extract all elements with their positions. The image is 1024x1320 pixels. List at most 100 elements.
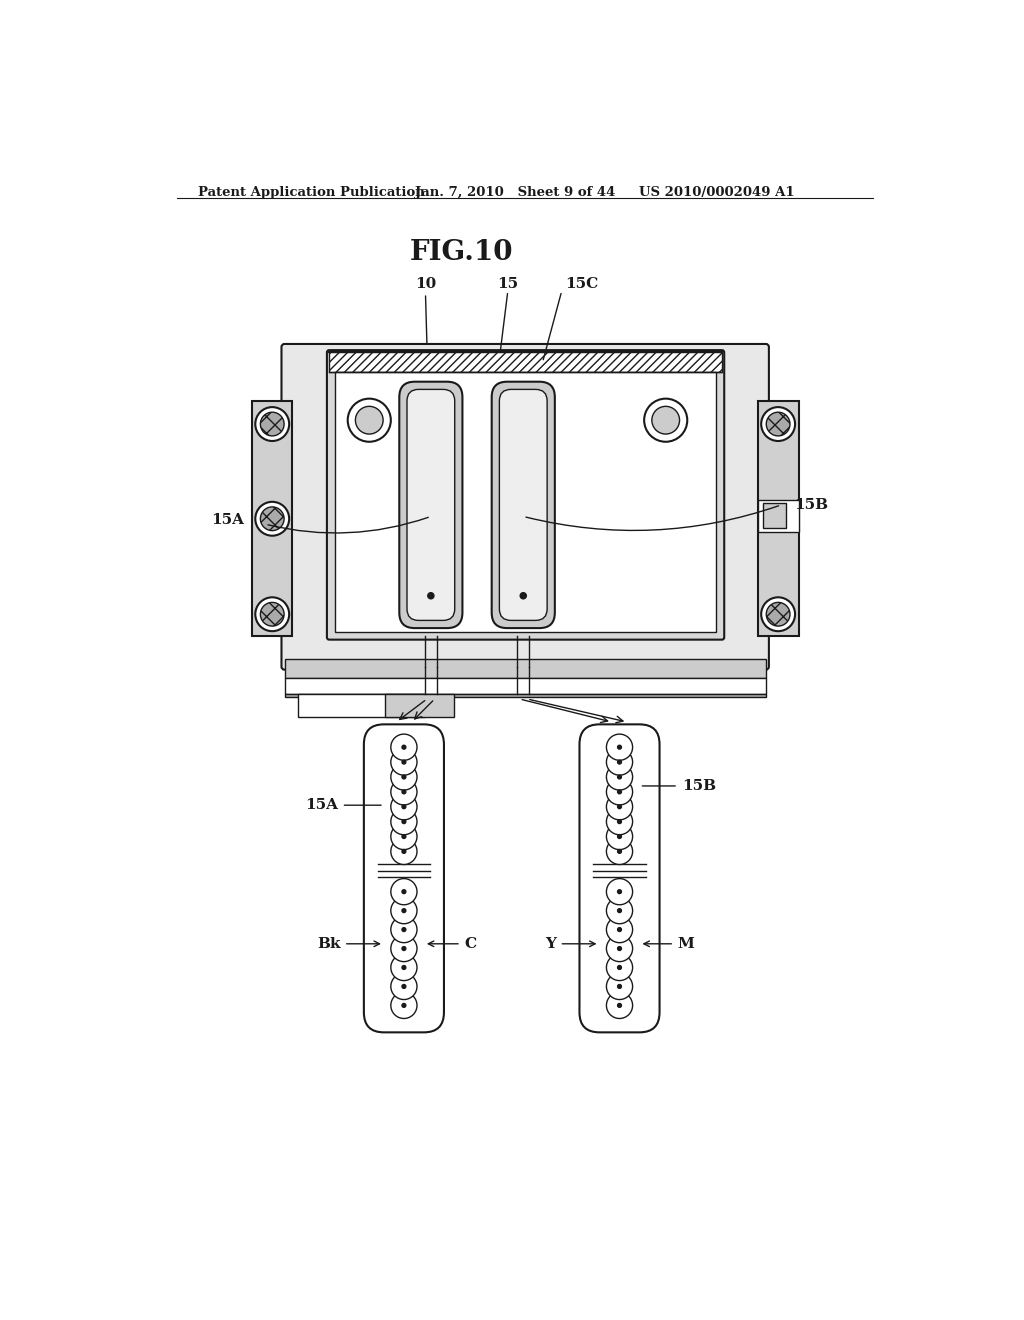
Circle shape	[260, 602, 284, 626]
Circle shape	[606, 824, 633, 850]
Circle shape	[391, 936, 417, 962]
Circle shape	[255, 407, 289, 441]
Circle shape	[606, 734, 633, 760]
Circle shape	[391, 734, 417, 760]
FancyBboxPatch shape	[327, 350, 724, 640]
Circle shape	[391, 779, 417, 805]
Circle shape	[348, 399, 391, 442]
Circle shape	[606, 879, 633, 904]
Circle shape	[402, 789, 406, 793]
Circle shape	[391, 748, 417, 775]
Text: Y: Y	[546, 937, 556, 950]
Circle shape	[606, 916, 633, 942]
Circle shape	[402, 965, 406, 969]
FancyBboxPatch shape	[580, 725, 659, 1032]
Circle shape	[402, 850, 406, 853]
Circle shape	[606, 793, 633, 820]
Circle shape	[402, 760, 406, 764]
FancyBboxPatch shape	[407, 389, 455, 620]
Text: M: M	[677, 937, 694, 950]
Circle shape	[402, 928, 406, 932]
Circle shape	[617, 908, 622, 912]
Text: FIG.10: FIG.10	[410, 239, 513, 267]
Circle shape	[255, 502, 289, 536]
Text: 10: 10	[415, 277, 436, 290]
Circle shape	[391, 793, 417, 820]
Circle shape	[606, 779, 633, 805]
Text: 15: 15	[498, 277, 518, 290]
Circle shape	[402, 805, 406, 809]
Circle shape	[606, 954, 633, 981]
Circle shape	[428, 593, 434, 599]
Circle shape	[617, 820, 622, 824]
Circle shape	[606, 809, 633, 834]
Circle shape	[402, 820, 406, 824]
Circle shape	[391, 809, 417, 834]
Circle shape	[617, 928, 622, 932]
Circle shape	[391, 993, 417, 1019]
Circle shape	[617, 985, 622, 989]
Circle shape	[617, 946, 622, 950]
Circle shape	[606, 764, 633, 791]
Circle shape	[606, 936, 633, 962]
Circle shape	[391, 916, 417, 942]
Circle shape	[617, 775, 622, 779]
Circle shape	[391, 973, 417, 999]
Circle shape	[391, 879, 417, 904]
Circle shape	[617, 746, 622, 750]
Circle shape	[617, 834, 622, 838]
Circle shape	[402, 746, 406, 750]
Circle shape	[617, 890, 622, 894]
Circle shape	[617, 850, 622, 853]
Text: 15A: 15A	[305, 799, 338, 812]
Circle shape	[617, 789, 622, 793]
Circle shape	[391, 954, 417, 981]
Circle shape	[606, 993, 633, 1019]
Circle shape	[520, 593, 526, 599]
Circle shape	[766, 412, 790, 436]
Circle shape	[644, 399, 687, 442]
Text: Jan. 7, 2010   Sheet 9 of 44: Jan. 7, 2010 Sheet 9 of 44	[416, 186, 615, 199]
Circle shape	[402, 890, 406, 894]
Bar	[330, 352, 722, 372]
Text: 15A: 15A	[212, 513, 245, 527]
Circle shape	[391, 898, 417, 924]
Bar	[285, 693, 766, 697]
Bar	[758, 401, 799, 636]
Circle shape	[606, 898, 633, 924]
Bar	[252, 401, 292, 636]
Circle shape	[761, 407, 795, 441]
Circle shape	[391, 764, 417, 791]
Circle shape	[402, 946, 406, 950]
Circle shape	[402, 908, 406, 912]
Circle shape	[260, 412, 284, 436]
Bar	[285, 678, 766, 693]
Text: C: C	[464, 937, 476, 950]
Bar	[758, 499, 799, 532]
Text: Patent Application Publication: Patent Application Publication	[199, 186, 425, 199]
FancyBboxPatch shape	[282, 345, 769, 669]
Circle shape	[402, 1003, 406, 1007]
Circle shape	[761, 597, 795, 631]
Circle shape	[766, 602, 790, 626]
Bar	[298, 693, 425, 717]
Bar	[385, 693, 454, 717]
Circle shape	[617, 965, 622, 969]
Text: Bk: Bk	[317, 937, 341, 950]
Bar	[763, 503, 785, 528]
Circle shape	[402, 985, 406, 989]
FancyBboxPatch shape	[399, 381, 463, 628]
Circle shape	[617, 760, 622, 764]
Circle shape	[391, 838, 417, 865]
Circle shape	[391, 824, 417, 850]
Circle shape	[606, 748, 633, 775]
Circle shape	[606, 838, 633, 865]
Circle shape	[402, 775, 406, 779]
Circle shape	[617, 1003, 622, 1007]
Text: 15B: 15B	[795, 498, 828, 512]
Circle shape	[260, 507, 284, 531]
Bar	[285, 659, 766, 678]
Text: US 2010/0002049 A1: US 2010/0002049 A1	[639, 186, 795, 199]
Bar	[336, 372, 716, 632]
Circle shape	[355, 407, 383, 434]
